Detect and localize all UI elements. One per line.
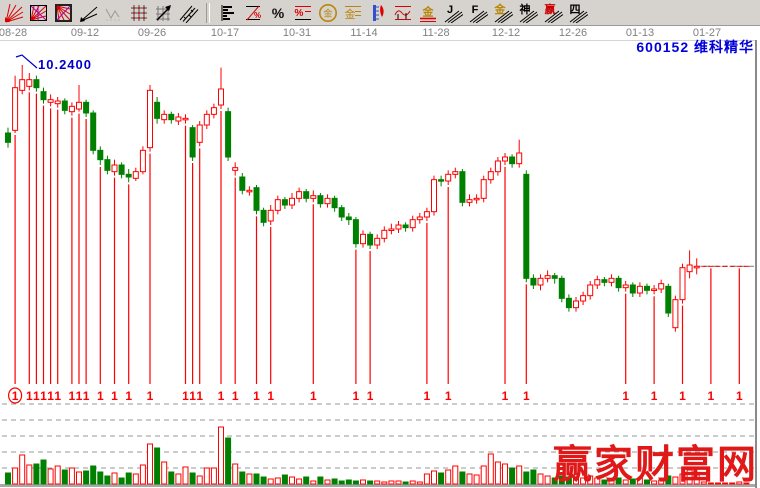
svg-text:1: 1: [679, 389, 686, 403]
date-tick-label: 01-13: [625, 27, 655, 39]
svg-text:1: 1: [40, 389, 47, 403]
date-tick-label: 09-12: [70, 27, 100, 39]
date-tick-label: 11-14: [350, 27, 378, 39]
svg-text:1: 1: [182, 389, 189, 403]
date-tick-label: 08-28: [0, 27, 28, 39]
svg-text:1: 1: [33, 389, 40, 403]
svg-text:1: 1: [47, 389, 54, 403]
wave-ruler-icon[interactable]: [391, 1, 414, 24]
svg-text:1: 1: [111, 389, 118, 403]
chip-distribution-icon[interactable]: [216, 1, 239, 24]
svg-text:F: F: [471, 4, 478, 16]
date-tick-label: 12-26: [558, 27, 588, 39]
svg-text:1: 1: [502, 389, 509, 403]
candles: [5, 65, 749, 332]
svg-text:嬴: 嬴: [544, 3, 555, 16]
svg-text:四: 四: [569, 3, 580, 16]
svg-text:1: 1: [736, 389, 743, 403]
zigzag-icon[interactable]: [102, 1, 125, 24]
svg-text:1: 1: [12, 389, 19, 403]
volume-bars: [5, 426, 750, 485]
gann-box-icon[interactable]: [27, 1, 50, 24]
svg-text:1: 1: [708, 389, 715, 403]
svg-text:1: 1: [76, 389, 83, 403]
svg-text:金: 金: [323, 7, 332, 18]
gold-underline-icon[interactable]: 金: [416, 1, 439, 24]
svg-text:1: 1: [218, 389, 225, 403]
svg-text:金: 金: [344, 7, 355, 21]
stock-label: 600152 维科精华: [636, 39, 754, 55]
trend-lines-icon[interactable]: [77, 1, 100, 24]
golden-section-icon[interactable]: 金: [341, 1, 364, 24]
svg-text:%: %: [271, 5, 284, 21]
percent-lines-icon[interactable]: %: [291, 1, 314, 24]
svg-text:1: 1: [353, 389, 360, 403]
svg-text:1: 1: [445, 389, 452, 403]
svg-text:1: 1: [147, 389, 154, 403]
gann-grid-icon[interactable]: [127, 1, 150, 24]
date-axis: 08-28 09-12 09-26 10-17 10-31 11-14 11-28 12-12…: [0, 26, 760, 40]
svg-text:1: 1: [97, 389, 104, 403]
date-tick-label: 01-27: [692, 27, 722, 39]
signal-lines: [14, 92, 740, 384]
svg-text:1: 1: [189, 389, 196, 403]
f-lines-icon[interactable]: F: [466, 1, 489, 24]
date-tick-label: 10-31: [282, 27, 312, 39]
svg-text:1: 1: [69, 389, 76, 403]
svg-text:神: 神: [519, 3, 530, 16]
shen-lines-icon[interactable]: 神: [516, 1, 539, 24]
si-lines-icon[interactable]: 四: [566, 1, 589, 24]
golden-circle-icon[interactable]: 金: [316, 1, 339, 24]
watermark: 赢家财富网: [552, 442, 758, 488]
channel-lines-icon[interactable]: [177, 1, 200, 24]
date-tick-label: 10-17: [210, 27, 240, 39]
svg-text:金: 金: [493, 3, 506, 16]
gold-lines-tool-icon[interactable]: 金: [491, 1, 514, 24]
svg-text:1: 1: [651, 389, 658, 403]
svg-text:1: 1: [310, 389, 317, 403]
annotation-pointer-line: [15, 54, 38, 69]
circled-signal: [8, 387, 23, 404]
svg-text:%: %: [254, 11, 261, 20]
svg-text:1: 1: [253, 389, 260, 403]
grid-lines: [0, 40, 757, 487]
high-price-annotation: 10.2400: [38, 57, 92, 72]
measure-pen-icon[interactable]: [366, 1, 389, 24]
svg-text:1: 1: [54, 389, 61, 403]
date-tick-label: 11-28: [422, 27, 450, 39]
date-tick-label: 09-26: [137, 27, 167, 39]
gann-grid-arrow-icon[interactable]: [152, 1, 175, 24]
svg-text:1: 1: [523, 389, 530, 403]
date-tick-label: 12-12: [491, 27, 521, 39]
svg-text:%: %: [294, 8, 303, 19]
svg-text:1: 1: [622, 389, 629, 403]
svg-text:1: 1: [196, 389, 203, 403]
svg-text:1: 1: [424, 389, 431, 403]
gann-fan-icon[interactable]: [2, 1, 25, 24]
svg-text:1: 1: [83, 389, 90, 403]
svg-text:1: 1: [367, 389, 374, 403]
svg-text:1: 1: [26, 389, 33, 403]
toolbar: %%% 金金金 J F 金神嬴四: [0, 0, 760, 26]
j-lines-icon[interactable]: J: [441, 1, 464, 24]
percent-retrace-icon[interactable]: %: [241, 1, 264, 24]
svg-text:J: J: [446, 4, 452, 16]
ying-lines-icon[interactable]: 嬴: [541, 1, 564, 24]
percent-icon[interactable]: %: [266, 1, 289, 24]
svg-text:1: 1: [125, 389, 132, 403]
gann-square-icon[interactable]: [52, 1, 75, 24]
svg-text:1: 1: [232, 389, 239, 403]
toolbar-separator: [206, 2, 210, 23]
svg-text:1: 1: [267, 389, 274, 403]
svg-text:金: 金: [421, 4, 434, 18]
